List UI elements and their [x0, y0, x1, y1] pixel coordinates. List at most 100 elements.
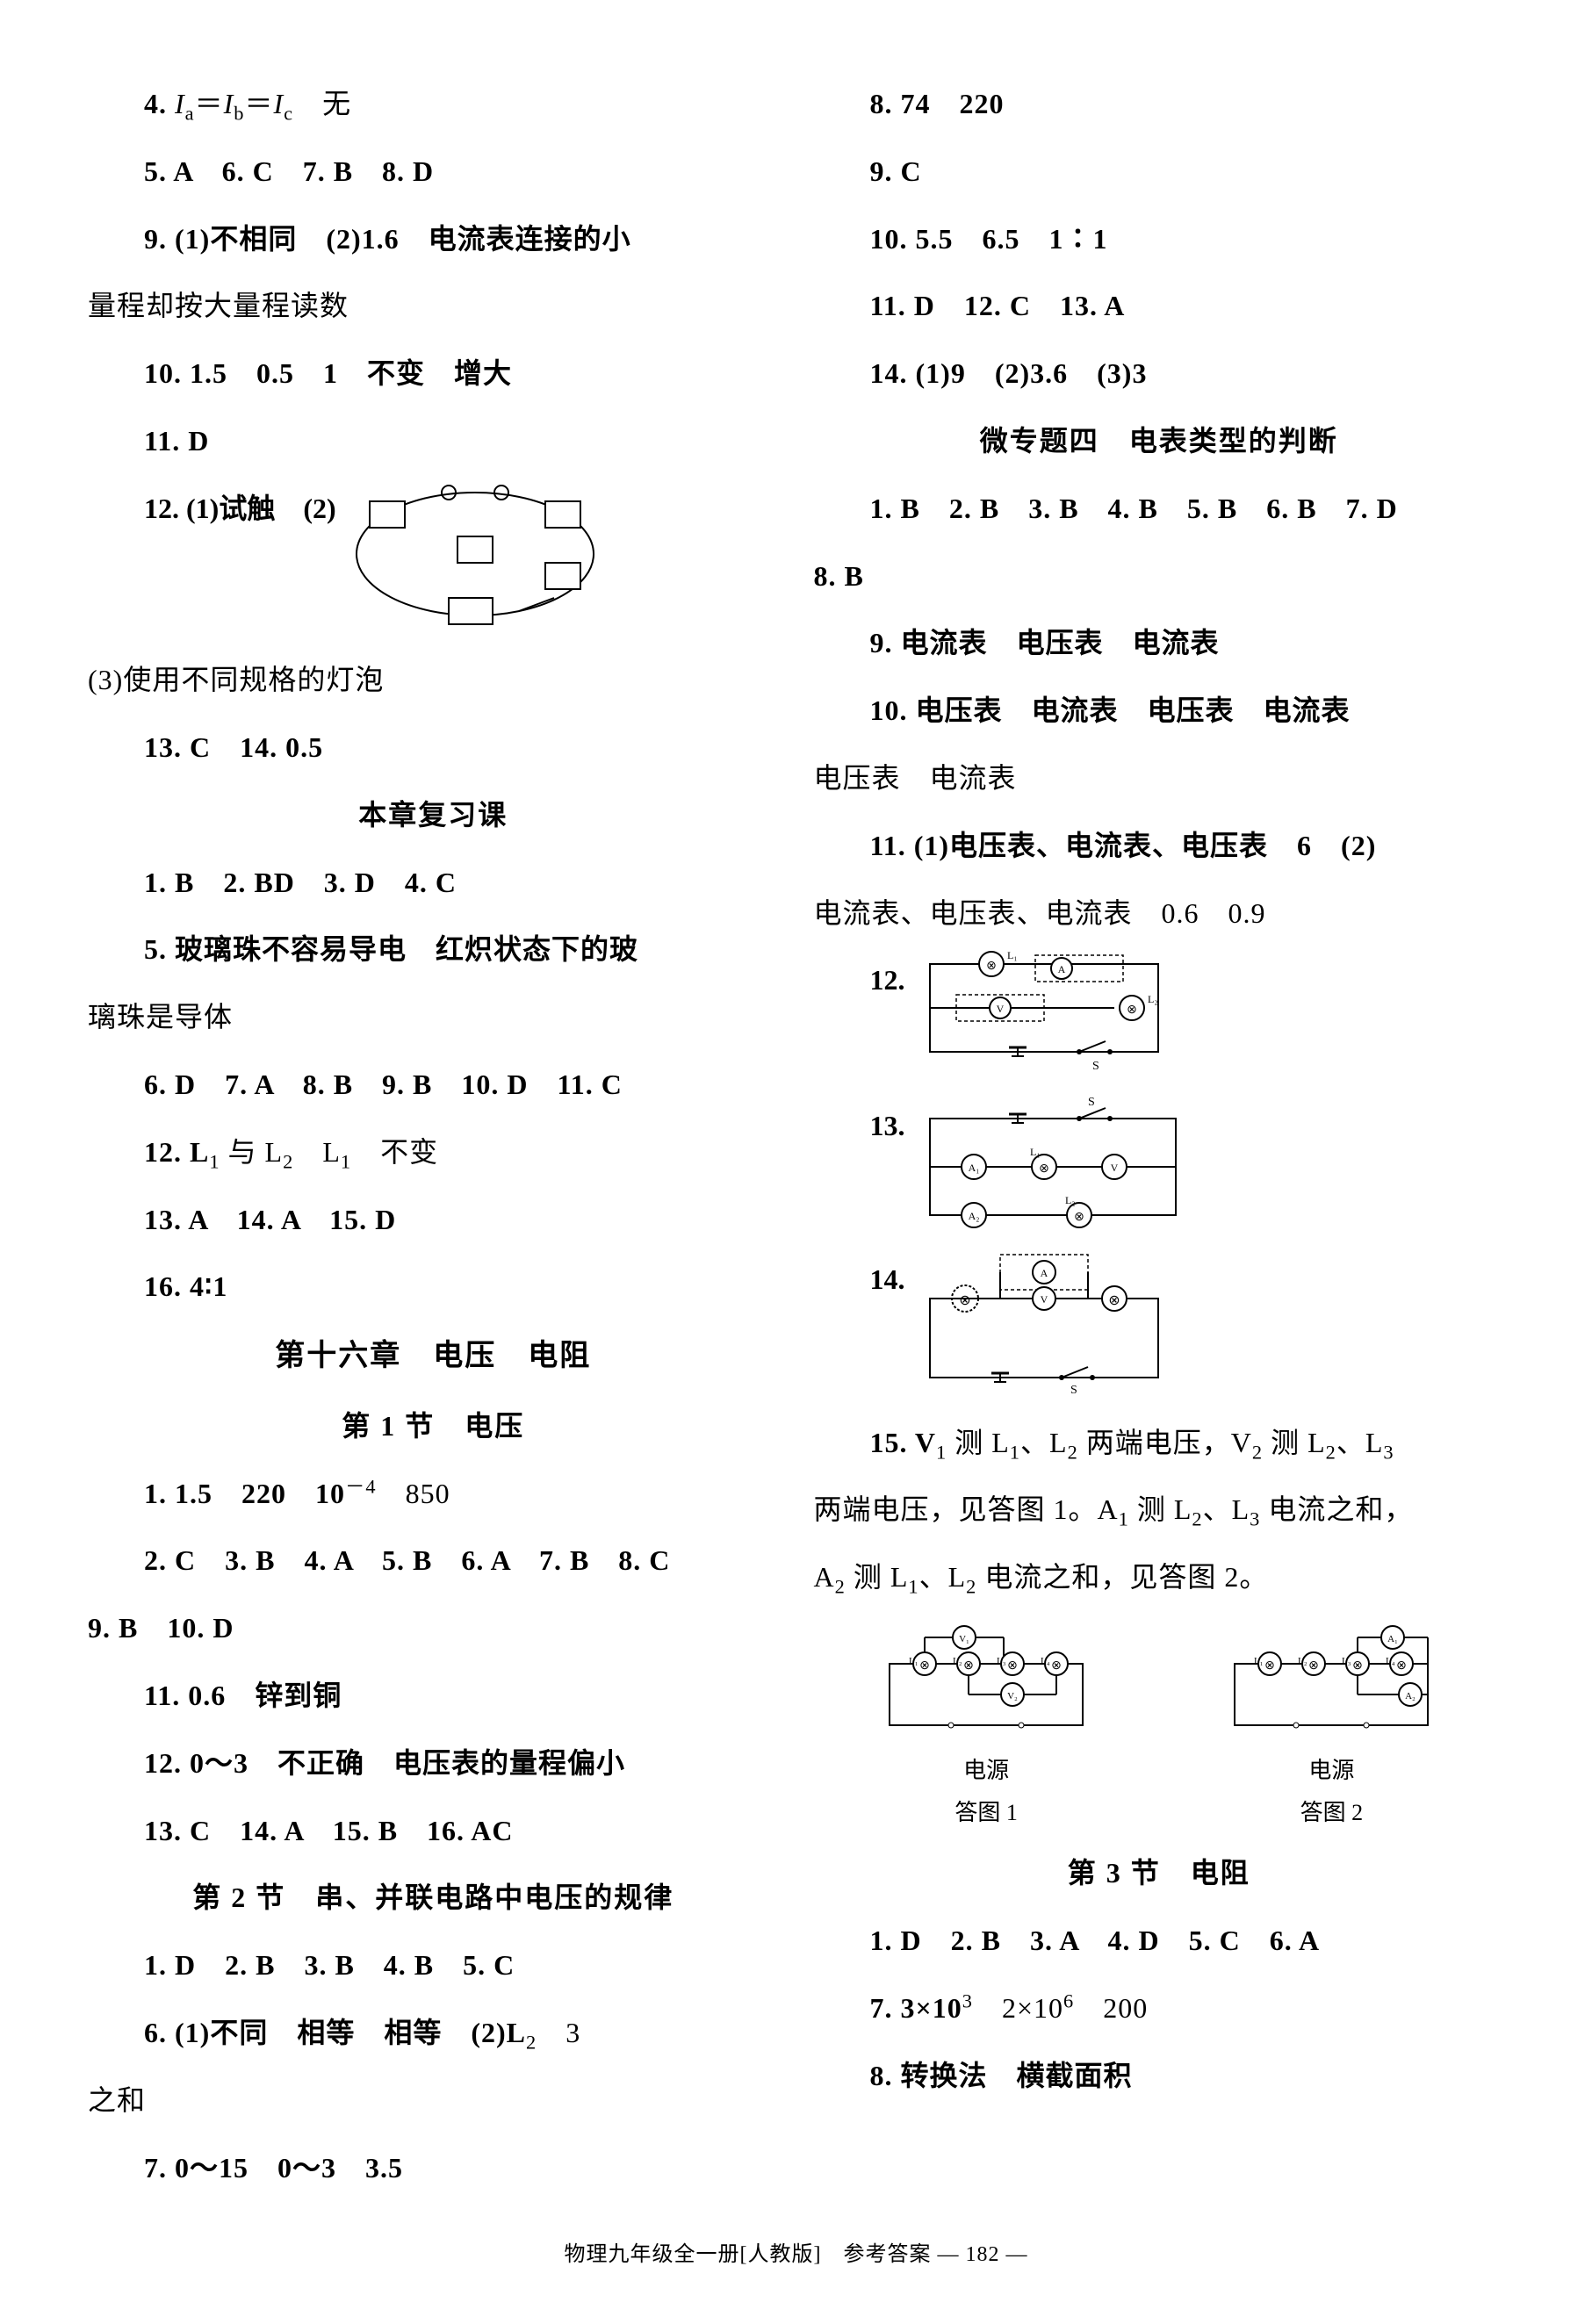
answer-figure-1: V₁ ⊗ L₁ ⊗ L₂ ⊗ L₃ ⊗ L₄: [872, 1620, 1100, 1831]
page-footer: 物理九年级全一册[人教版] 参考答案 — 182 —: [88, 2236, 1504, 2267]
answer-line: 9. (1)不相同 (2)1.6 电流表连接的小: [88, 205, 779, 273]
answer-with-figure: 14. A ⊗ V ⊗: [814, 1246, 1505, 1408]
circuit-icon: [343, 475, 607, 633]
svg-text:S: S: [1070, 1384, 1077, 1395]
svg-text:L₃: L₃: [1342, 1656, 1351, 1666]
answer-line: 1. 1.5 220 10－4 850: [88, 1460, 779, 1528]
figure-label: 13.: [814, 1092, 905, 1160]
svg-text:S: S: [1092, 1060, 1099, 1073]
svg-text:L₂: L₂: [1148, 993, 1158, 1005]
topic-title: 微专题四 电表类型的判断: [814, 407, 1505, 475]
svg-text:L₁: L₁: [1007, 949, 1018, 961]
answer-line: 7. 3×103 2×106 200: [814, 1975, 1505, 2042]
answer-line: 4. Ia＝Ib＝Ic 无: [88, 70, 779, 138]
left-column: 4. Ia＝Ib＝Ic 无 5. A 6. C 7. B 8. D 9. (1)…: [88, 70, 779, 2201]
figure-label: 12.: [814, 946, 905, 1014]
svg-text:⊗: ⊗: [959, 1293, 970, 1308]
svg-text:⊗: ⊗: [1265, 1659, 1276, 1673]
answer-line: 11. D: [88, 407, 779, 475]
answer-line: 11. (1)电压表、电流表、电压表 6 (2): [814, 812, 1505, 880]
svg-text:V: V: [1040, 1293, 1048, 1306]
answer-line: 璃珠是导体: [88, 983, 779, 1051]
answer-line: 9. 电流表 电压表 电流表: [814, 609, 1505, 677]
answer-line: 8. B: [814, 543, 1505, 610]
svg-text:L₂: L₂: [1065, 1194, 1076, 1206]
answer-with-figure: 12. ⊗ L₁ A ⊗ L₂ V: [814, 946, 1505, 1091]
svg-text:⊗: ⊗: [919, 1659, 930, 1673]
answer-line: A2 测 L1、L2 电流之和，见答图 2。: [814, 1543, 1505, 1611]
svg-text:A: A: [1057, 963, 1065, 975]
svg-text:L₁: L₁: [909, 1656, 918, 1666]
svg-text:L₄: L₄: [1041, 1656, 1050, 1666]
svg-text:L₃: L₃: [997, 1656, 1006, 1666]
circuit-icon: A ⊗ V ⊗ S: [912, 1246, 1176, 1395]
svg-text:A₁: A₁: [1387, 1634, 1398, 1644]
svg-text:⊗: ⊗: [1039, 1162, 1049, 1176]
answer-line: 10. 1.5 0.5 1 不变 增大: [88, 340, 779, 407]
svg-text:V₂: V₂: [1007, 1691, 1018, 1702]
svg-text:L₂: L₂: [953, 1656, 962, 1666]
answer-line: 1. D 2. B 3. A 4. D 5. C 6. A: [814, 1907, 1505, 1975]
answer-line: 8. 转换法 横截面积: [814, 2042, 1505, 2110]
section-title: 第 1 节 电压: [88, 1392, 779, 1460]
answer-line: 8. 74 220: [814, 70, 1505, 138]
circuit-icon: ⊗ L₁ A ⊗ L₂ V: [912, 946, 1176, 1078]
answer-line: 电流表、电压表、电流表 0.6 0.9: [814, 880, 1505, 947]
svg-text:A: A: [1040, 1267, 1048, 1279]
circuit-icon: V₁ ⊗ L₁ ⊗ L₂ ⊗ L₃ ⊗ L₄: [872, 1620, 1100, 1743]
answer-line: 两端电压，见答图 1。A1 测 L2、L3 电流之和，: [814, 1476, 1505, 1543]
figure-caption: 电源: [872, 1752, 1100, 1789]
answer-line: 电压表 电流表: [814, 745, 1505, 812]
svg-text:A₂: A₂: [1405, 1691, 1416, 1702]
right-column: 8. 74 220 9. C 10. 5.5 6.5 1∶1 11. D 12.…: [814, 70, 1505, 2201]
svg-text:L₁: L₁: [1254, 1656, 1264, 1666]
answer-line: 6. (1)不同 相等 相等 (2)L2 3: [88, 1999, 779, 2067]
svg-text:L₂: L₂: [1298, 1656, 1307, 1666]
circuit-figure-12: ⊗ L₁ A ⊗ L₂ V: [912, 946, 1176, 1091]
section-title: 第 3 节 电阻: [814, 1839, 1505, 1907]
answer-figure-2: A₁ ⊗ L₁ ⊗ L₂ ⊗ L₃ ⊗ L₄: [1217, 1620, 1445, 1831]
figure-caption: 答图 2: [1217, 1795, 1445, 1831]
figure-label: 14.: [814, 1246, 905, 1313]
figure-caption: 电源: [1217, 1752, 1445, 1789]
svg-text:A₂: A₂: [968, 1210, 979, 1222]
answer-with-figure: 13. S A₁ ⊗ L₁: [814, 1092, 1505, 1246]
answer-line: 9. C: [814, 138, 1505, 205]
svg-text:⊗: ⊗: [1051, 1659, 1062, 1673]
chapter-title: 第十六章 电压 电阻: [88, 1320, 779, 1392]
answer-line: 16. 4∶1: [88, 1253, 779, 1320]
circuit-figure: [343, 475, 607, 646]
answer-line: 9. B 10. D: [88, 1594, 779, 1662]
answer-line: 1. B 2. BD 3. D 4. C: [88, 849, 779, 917]
answer-line: 2. C 3. B 4. A 5. B 6. A 7. B 8. C: [88, 1527, 779, 1594]
answer-line: 1. D 2. B 3. B 4. B 5. C: [88, 1932, 779, 1999]
svg-text:⊗: ⊗: [963, 1659, 974, 1673]
answer-line: 11. 0.6 锌到铜: [88, 1662, 779, 1730]
svg-text:⊗: ⊗: [986, 960, 997, 973]
svg-text:⊗: ⊗: [1309, 1659, 1320, 1673]
svg-text:⊗: ⊗: [1397, 1659, 1408, 1673]
svg-text:V: V: [1110, 1162, 1118, 1174]
dual-figure: V₁ ⊗ L₁ ⊗ L₂ ⊗ L₃ ⊗ L₄: [814, 1620, 1505, 1831]
circuit-icon: S A₁ ⊗ L₁ V A₂ ⊗ L₂: [912, 1092, 1193, 1233]
section-title: 第 2 节 串、并联电路中电压的规律: [88, 1864, 779, 1932]
answer-line: 量程却按大量程读数: [88, 272, 779, 340]
circuit-figure-13: S A₁ ⊗ L₁ V A₂ ⊗ L₂: [912, 1092, 1193, 1246]
answer-line: 1. B 2. B 3. B 4. B 5. B 6. B 7. D: [814, 475, 1505, 543]
svg-text:⊗: ⊗: [1353, 1659, 1364, 1673]
review-title: 本章复习课: [88, 781, 779, 849]
answer-with-figure: 12. (1)试触 (2): [88, 475, 779, 646]
answer-line: 5. 玻璃珠不容易导电 红炽状态下的玻: [88, 916, 779, 983]
svg-text:⊗: ⊗: [1108, 1293, 1120, 1308]
answer-line: 14. (1)9 (2)3.6 (3)3: [814, 340, 1505, 407]
answer-line: 13. A 14. A 15. D: [88, 1186, 779, 1254]
answer-line: 之和: [88, 2067, 779, 2134]
svg-text:L₁: L₁: [1030, 1146, 1041, 1158]
svg-text:S: S: [1088, 1096, 1095, 1109]
figure-caption: 答图 1: [872, 1795, 1100, 1831]
page-container: 4. Ia＝Ib＝Ic 无 5. A 6. C 7. B 8. D 9. (1)…: [88, 70, 1504, 2201]
answer-line: 10. 电压表 电流表 电压表 电流表: [814, 677, 1505, 745]
svg-text:⊗: ⊗: [1007, 1659, 1018, 1673]
svg-text:V: V: [996, 1003, 1004, 1015]
answer-line: 13. C 14. 0.5: [88, 714, 779, 781]
